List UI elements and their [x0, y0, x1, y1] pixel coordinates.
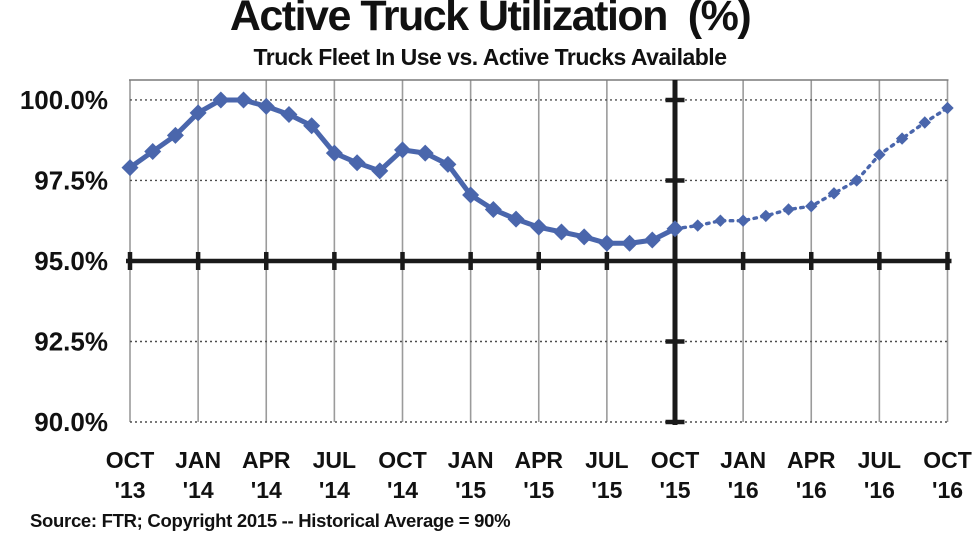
- y-tick-label: 100.0%: [20, 85, 108, 115]
- x-tick-label: OCT '15: [651, 447, 700, 503]
- x-tick-label: JUL '14: [313, 447, 356, 503]
- y-tick-label: 97.5%: [34, 165, 108, 195]
- chart-subtitle: Truck Fleet In Use vs. Active Trucks Ava…: [253, 44, 727, 70]
- source-note: Source: FTR; Copyright 2015 -- Historica…: [30, 510, 511, 531]
- x-tick-label: APR '15: [514, 447, 563, 503]
- y-tick-label: 95.0%: [34, 246, 108, 276]
- data-point-sep15: [643, 231, 661, 249]
- data-point-apr15: [530, 218, 548, 236]
- chart-title: Active Truck Utilization (%): [229, 0, 752, 40]
- data-point-aug14: [348, 154, 366, 172]
- data-point-apr16: [805, 200, 818, 213]
- x-tick-label: APR '14: [242, 447, 291, 503]
- data-point-aug15: [621, 234, 639, 252]
- x-tick-label: JAN '15: [448, 447, 494, 503]
- data-point-oct15: [666, 220, 684, 238]
- data-point-nov14: [416, 144, 434, 162]
- x-tick-label: OCT '16: [923, 447, 972, 503]
- y-tick-label: 92.5%: [34, 326, 108, 356]
- data-point-jan16: [736, 214, 750, 227]
- data-point-dec15: [714, 214, 727, 227]
- data-point-markers: [121, 91, 954, 252]
- data-point-oct16: [941, 101, 954, 115]
- data-point-nov13: [144, 142, 162, 160]
- data-point-jun16: [850, 174, 863, 187]
- data-point-mar15: [507, 210, 525, 228]
- x-tick-label: APR '16: [787, 447, 836, 503]
- x-axis-at-95pct: [126, 251, 952, 270]
- data-point-may14: [280, 105, 298, 123]
- data-point-sep16: [918, 116, 931, 129]
- data-point-mar14: [235, 91, 253, 109]
- y-tick-label: 90.0%: [34, 407, 108, 437]
- vertical-gridlines: [129, 80, 949, 422]
- data-point-jun14: [303, 117, 321, 135]
- data-point-feb16: [759, 209, 773, 223]
- data-point-dec14: [439, 155, 457, 173]
- x-tick-label: OCT '13: [106, 447, 155, 503]
- data-point-jan14: [189, 104, 207, 122]
- x-tick-label: JAN '16: [720, 447, 766, 503]
- data-point-jul16: [873, 148, 886, 161]
- x-tick-label: OCT '14: [378, 447, 427, 503]
- x-tick-label: JUL '15: [585, 447, 628, 503]
- data-point-jan15: [462, 186, 480, 204]
- y-axis-labels: 100.0% 97.5% 95.0% 92.5% 90.0%: [20, 85, 108, 437]
- data-point-dec13: [166, 126, 184, 144]
- data-point-jun15: [575, 228, 593, 246]
- data-point-oct14: [394, 141, 411, 159]
- data-point-aug16: [895, 132, 909, 145]
- data-point-apr14: [257, 97, 275, 115]
- x-tick-label: JUL '16: [858, 447, 901, 503]
- data-point-feb14: [212, 91, 230, 109]
- x-tick-label: JAN '14: [175, 447, 221, 503]
- data-point-oct13: [121, 159, 139, 177]
- data-point-jul14: [325, 144, 343, 162]
- data-point-may16: [827, 187, 841, 200]
- data-point-jul15: [598, 234, 616, 252]
- x-axis-labels: OCT '13 JAN '14 APR '14 JUL '14 OCT '14 JAN '15 APR '…: [106, 447, 972, 503]
- data-point-may15: [552, 223, 570, 241]
- forecast-divider-line: [665, 80, 685, 425]
- data-point-feb15: [484, 200, 502, 218]
- data-point-sep14: [371, 162, 389, 180]
- data-point-nov15: [691, 219, 704, 232]
- data-point-mar16: [782, 203, 795, 216]
